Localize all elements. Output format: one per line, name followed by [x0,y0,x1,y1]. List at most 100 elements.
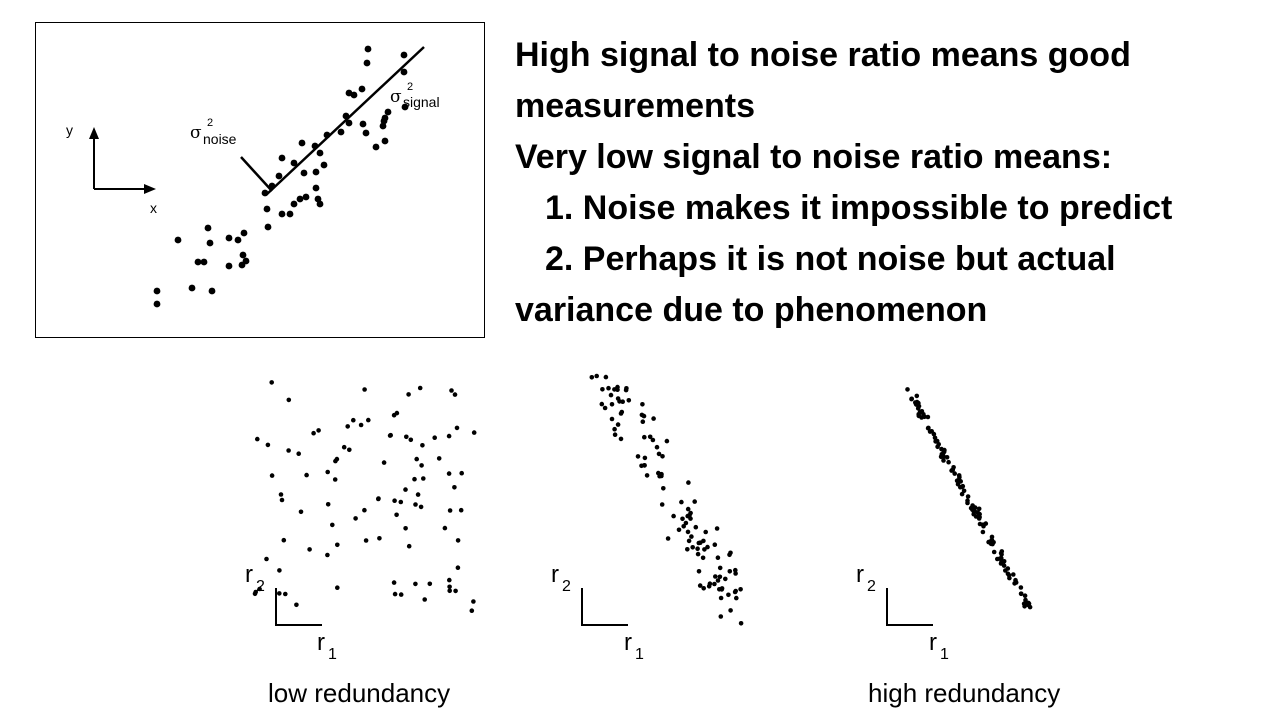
high-redundancy-point [922,414,927,420]
high-redundancy-point [965,498,970,503]
high-r2-subscript: 2 [867,578,876,595]
high-redundancy-point [934,438,940,444]
high-r1-subscript: 1 [940,646,949,663]
medium-redundancy-point [688,510,693,516]
low-redundancy-point [406,543,412,549]
medium-redundancy-point [715,555,721,560]
medium-r1-subscript: 1 [635,646,644,663]
y-axis-label: y [66,122,73,138]
medium-redundancy-scatter [589,373,744,626]
medium-redundancy-point [680,516,685,522]
low-redundancy-point [325,469,331,475]
scatter-point [316,149,324,157]
low-redundancy-point [398,592,404,597]
medium-r2-subscript: 2 [562,578,571,595]
medium-redundancy-point [640,419,646,424]
noise-line [240,156,273,192]
low-redundancy-point [325,502,331,507]
scatter-point [337,128,345,136]
medium-redundancy-point [712,542,718,547]
scatter-point [234,236,242,244]
low-redundancy-point [347,447,352,453]
high-redundancy-point [932,435,938,441]
medium-redundancy-point [679,499,684,505]
low-redundancy-point [298,509,304,515]
low-redundancy-point [294,602,299,608]
low-redundancy-point [408,437,414,443]
noise-sigma-symbol: σ [190,123,202,143]
low-redundancy-point [388,432,394,438]
high-redundancy-point [995,556,1000,562]
signal-noise-figure: y x σ 2 noise σ 2 signal [35,22,485,338]
low-redundancy-point [418,504,424,510]
scatter-points [153,45,409,308]
medium-redundancy-point [608,392,614,398]
medium-redundancy-point [700,555,706,561]
low-redundancy-point [403,526,408,531]
medium-axes-lines [581,588,628,626]
low-redundancy-point [307,547,312,552]
high-redundancy-point [991,549,997,555]
high-redundancy-point [958,479,963,484]
medium-redundancy-point [603,374,609,380]
high-redundancy-point [913,400,918,405]
medium-redundancy-point [690,545,695,550]
low-redundancy-point [283,591,288,597]
high-redundancy-point [961,488,967,494]
medium-redundancy-point [589,375,595,380]
medium-redundancy-point [676,527,682,533]
high-redundancy-point [1001,559,1007,564]
low-redundancy-point [333,458,338,464]
low-redundancy-point [264,556,269,562]
low-redundancy-point [335,585,340,590]
signal-sigma-subscript: signal [403,94,440,110]
scatter-point [239,251,247,259]
low-redundancy-point [286,448,291,453]
low-redundancy-point [446,471,452,476]
low-redundancy-point [414,456,420,462]
scatter-point [290,200,298,208]
numbered-item-2: 2. Perhaps it is not noise but actual [545,240,1116,278]
signal-noise-svg: y x σ 2 noise σ 2 signal [66,45,440,308]
medium-redundancy-point [702,547,707,552]
high-redundancy-scatter [905,387,1033,610]
high-redundancy-point [952,471,957,476]
low-redundancy-point [454,425,460,431]
high-redundancy-point [929,429,934,434]
medium-redundancy-point [738,587,743,592]
x-axis-arrowhead [144,184,156,194]
high-redundancy-point [941,450,946,455]
low-redundancy-point [413,502,418,507]
low-redundancy-point [455,565,461,570]
high-axes-lines [886,588,933,626]
scatter-point [312,168,320,176]
scatter-point [242,257,250,265]
low-redundancy-point [422,597,428,602]
medium-redundancy-point [659,502,665,507]
high-redundancy-point [926,425,931,431]
low-redundancy-point [447,588,453,594]
medium-redundancy-point [656,470,661,476]
low-redundancy-point [330,522,335,528]
low-redundancy-point [265,442,271,448]
medium-redundancy-point [639,412,645,418]
medium-redundancy-point [609,416,615,422]
low-redundancy-point [404,434,409,440]
plot-high-axes: r 2 r 1 [856,561,949,663]
medium-redundancy-point [650,437,656,443]
low-redundancy-point [406,392,411,397]
low-redundancy-scatter [252,380,477,613]
medium-redundancy-point [600,387,605,392]
medium-redundancy-point [718,595,724,601]
scatter-point [372,143,380,151]
low-redundancy-point [412,476,417,482]
medium-redundancy-point [738,621,744,626]
high-redundancy-point [980,529,986,535]
low-redundancy-point [453,588,458,594]
low-redundancy-point [376,496,381,501]
medium-redundancy-point [686,538,692,544]
medium-redundancy-point [642,434,647,440]
medium-redundancy-point [640,402,645,407]
medium-redundancy-point [685,529,691,535]
low-redundancy-point [447,584,452,590]
